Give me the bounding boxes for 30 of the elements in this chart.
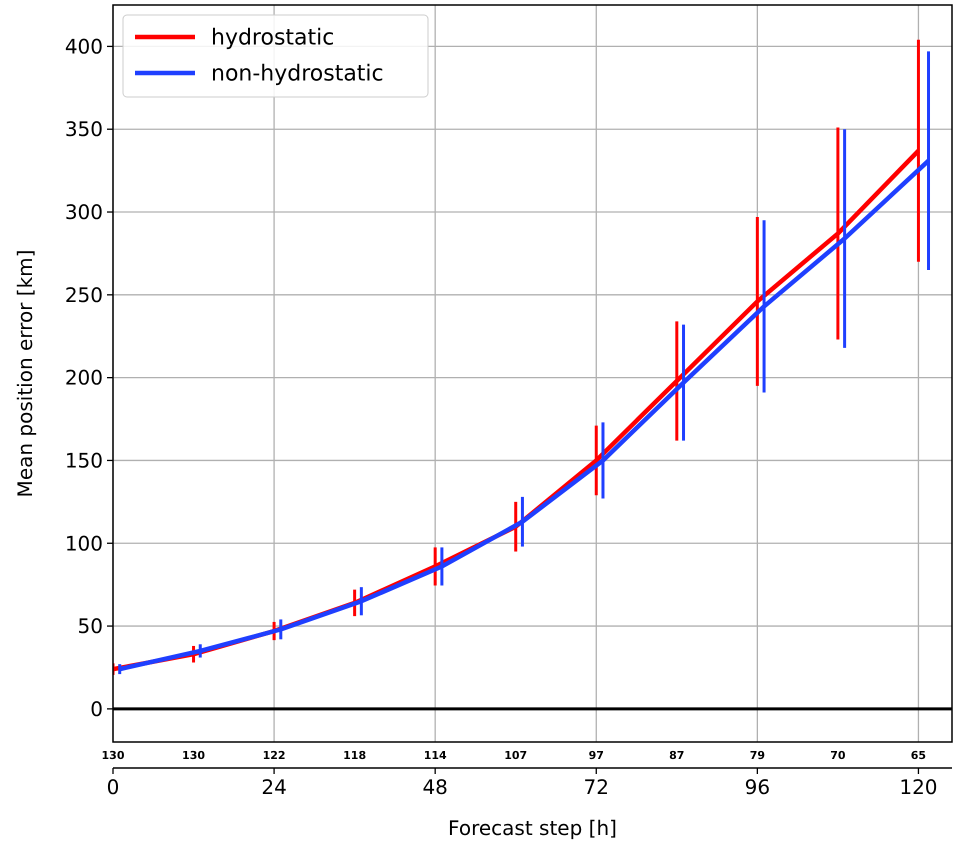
text: 118 [343,749,366,762]
text: 130 [102,749,125,762]
text: 65 [910,749,926,762]
legend-label: hydrostatic [211,26,334,51]
y-tick-label: 0 [90,696,103,721]
y-tick-label: 250 [64,282,103,307]
y-tick-label: 300 [64,200,103,224]
text: 97 [588,749,604,762]
x-tick-label: 0 [106,775,120,799]
y-tick-label: 200 [64,366,103,390]
x-axis-title: Forecast step [h] [448,816,617,840]
text: 79 [750,749,766,762]
text: 130 [182,749,206,762]
x-tick-label: 24 [261,775,287,799]
x-tick-label: 48 [422,775,448,799]
y-axis-title: Mean position error [km] [13,250,37,498]
y-tick-label: 350 [64,117,103,142]
text: 114 [424,749,447,762]
x-tick-label: 96 [744,775,770,799]
legend-label: non-hydrostatic [211,62,384,87]
y-tick-label: 100 [64,531,103,556]
text: 107 [504,749,528,762]
y-tick-label: 50 [78,614,103,638]
x-tick-label: 120 [899,775,938,799]
x-tick-label: 72 [584,775,609,799]
text: 87 [669,749,684,762]
text: 122 [262,749,286,762]
y-tick-label: 150 [64,448,103,472]
text: 70 [830,749,846,762]
y-tick-label: 400 [64,34,103,58]
